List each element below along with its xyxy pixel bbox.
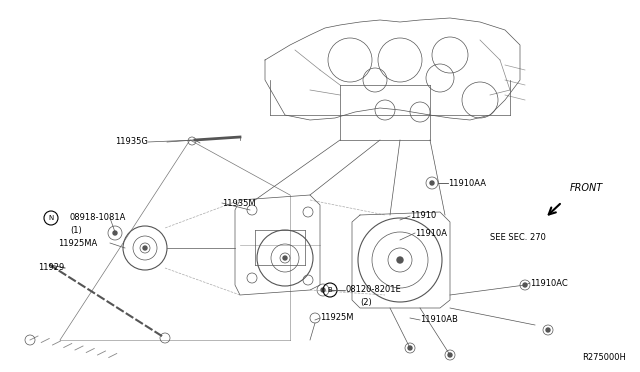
Text: 11925M: 11925M	[320, 314, 353, 323]
Text: 11910: 11910	[410, 212, 436, 221]
Text: 11910A: 11910A	[415, 228, 447, 237]
Text: SEE SEC. 270: SEE SEC. 270	[490, 234, 546, 243]
Text: 08918-1081A: 08918-1081A	[70, 214, 126, 222]
Circle shape	[397, 257, 403, 263]
Circle shape	[321, 288, 325, 292]
Text: B: B	[328, 287, 332, 293]
Text: 11935G: 11935G	[115, 138, 148, 147]
Circle shape	[523, 283, 527, 287]
Circle shape	[546, 328, 550, 332]
Text: 11929: 11929	[38, 263, 64, 273]
Circle shape	[408, 346, 412, 350]
Circle shape	[448, 353, 452, 357]
Text: 11910AB: 11910AB	[420, 315, 458, 324]
Text: (1): (1)	[70, 225, 82, 234]
Text: 11925MA: 11925MA	[58, 238, 97, 247]
Text: N: N	[49, 215, 54, 221]
Circle shape	[113, 231, 117, 235]
Text: (2): (2)	[360, 298, 372, 308]
Circle shape	[283, 256, 287, 260]
Text: 11910AC: 11910AC	[530, 279, 568, 288]
Text: 08120-8201E: 08120-8201E	[345, 285, 401, 295]
Text: R275000H: R275000H	[582, 353, 626, 362]
Circle shape	[430, 181, 434, 185]
Text: 11910AA: 11910AA	[448, 179, 486, 187]
Text: FRONT: FRONT	[570, 183, 604, 193]
Text: 11935M: 11935M	[222, 199, 255, 208]
Circle shape	[143, 246, 147, 250]
